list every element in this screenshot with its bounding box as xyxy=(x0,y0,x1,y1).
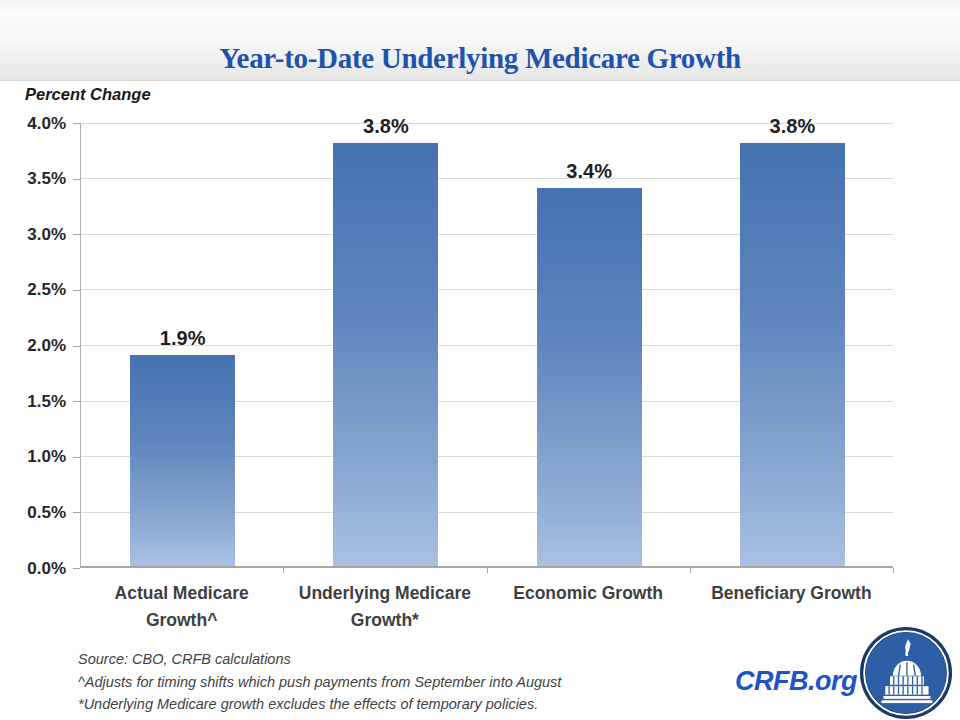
bar-value-label: 3.8% xyxy=(326,115,446,138)
y-tick-label: 3.5% xyxy=(27,168,66,189)
brand-wordmark: CRFB.org xyxy=(735,666,853,697)
source-notes: Source: CBO, CRFB calculations ^Adjusts … xyxy=(78,648,698,716)
x-tick-mark xyxy=(893,568,894,573)
y-tick-label: 0.0% xyxy=(27,558,66,579)
x-tick-mark xyxy=(690,568,691,573)
y-tick-mark xyxy=(73,346,80,347)
bar-value-label: 3.4% xyxy=(529,160,649,183)
y-tick-mark xyxy=(73,401,80,402)
x-axis-labels: Actual Medicare Growth^Underlying Medica… xyxy=(80,580,893,640)
bar-2 xyxy=(333,143,438,566)
plot-area: 1.9%3.8%3.4%3.8% xyxy=(80,123,893,568)
y-tick-mark xyxy=(73,179,80,180)
bar-value-label: 1.9% xyxy=(123,327,243,350)
y-tick-mark xyxy=(73,457,80,458)
y-tick-mark xyxy=(73,123,80,124)
footnote-asterisk: *Underlying Medicare growth excludes the… xyxy=(78,693,698,716)
y-tick-label: 3.0% xyxy=(27,224,66,245)
page-title: Year-to-Date Underlying Medicare Growth xyxy=(0,0,960,75)
x-category-label: Underlying Medicare Growth* xyxy=(283,580,486,634)
source-line: Source: CBO, CRFB calculations xyxy=(78,648,698,671)
y-tick-mark xyxy=(73,512,80,513)
bar-3 xyxy=(537,188,642,566)
y-tick-label: 4.0% xyxy=(27,113,66,134)
y-tick-label: 1.5% xyxy=(27,391,66,412)
y-tick-label: 2.0% xyxy=(27,335,66,356)
y-tick-label: 0.5% xyxy=(27,502,66,523)
y-axis-title: Percent Change xyxy=(25,85,151,104)
slide: Year-to-Date Underlying Medicare Growth … xyxy=(0,0,960,720)
bar-1 xyxy=(130,355,235,566)
footnote-caret: ^Adjusts for timing shifts which push pa… xyxy=(78,671,698,694)
title-band: Year-to-Date Underlying Medicare Growth xyxy=(0,0,960,81)
x-category-label: Beneficiary Growth xyxy=(690,580,893,607)
y-tick-mark xyxy=(73,234,80,235)
x-tick-mark xyxy=(283,568,284,573)
x-tick-mark xyxy=(487,568,488,573)
y-axis: 0.0%0.5%1.0%1.5%2.0%2.5%3.0%3.5%4.0% xyxy=(0,123,80,568)
y-tick-label: 2.5% xyxy=(27,279,66,300)
bar-4 xyxy=(740,143,845,566)
y-tick-mark xyxy=(73,290,80,291)
y-tick-mark xyxy=(73,568,80,569)
bar-value-label: 3.8% xyxy=(732,115,852,138)
capitol-dome-icon xyxy=(859,626,953,720)
y-tick-label: 1.0% xyxy=(27,446,66,467)
x-category-label: Economic Growth xyxy=(487,580,690,607)
x-category-label: Actual Medicare Growth^ xyxy=(80,580,283,634)
